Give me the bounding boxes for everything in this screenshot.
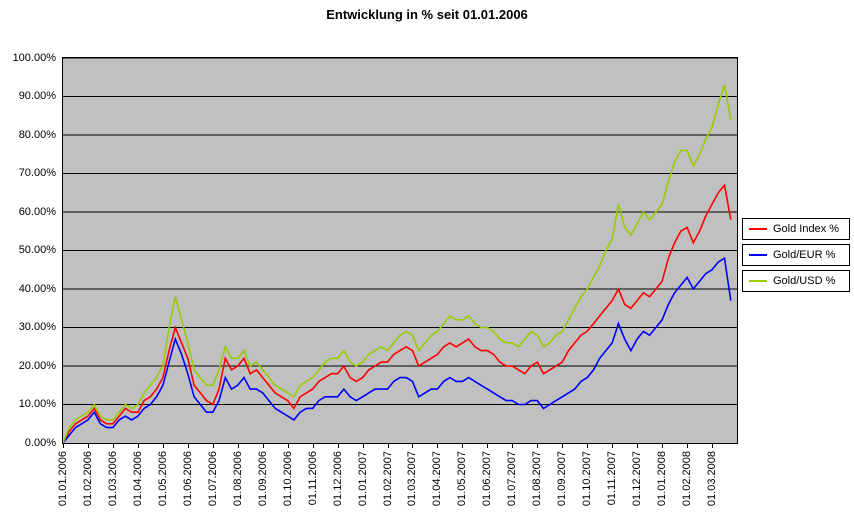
x-tick-label: 01.08.2006 (231, 451, 244, 507)
x-tick-label: 01.05.2006 (156, 451, 169, 507)
x-tick-mark (712, 444, 714, 448)
x-tick-label: 01.05.2007 (456, 451, 469, 507)
plot-area (62, 57, 738, 444)
x-tick-label: 01.04.2006 (131, 451, 144, 507)
legend-label: Gold/USD % (773, 275, 836, 287)
x-tick-mark (687, 444, 689, 448)
y-tick-label: 40.00% (18, 282, 56, 295)
x-tick-label: 01.03.2008 (706, 451, 719, 507)
legend-label: Gold/EUR % (773, 249, 836, 261)
x-tick-mark (662, 444, 664, 448)
x-tick-label: 01.10.2007 (581, 451, 594, 507)
x-tick-mark (612, 444, 614, 448)
x-tick-mark (387, 444, 389, 448)
series-line-gold-index (63, 183, 732, 443)
x-tick-mark (362, 444, 364, 448)
x-tick-mark (137, 444, 139, 448)
legend-entry: Gold Index % (742, 218, 850, 240)
legend-marker (749, 228, 767, 230)
x-tick-mark (162, 444, 164, 448)
x-tick-mark (437, 444, 439, 448)
x-tick-label: 01.02.2007 (381, 451, 394, 507)
x-tick-label: 01.02.2006 (81, 451, 94, 507)
x-tick-mark (587, 444, 589, 448)
x-tick-mark (512, 444, 514, 448)
series-line-gold-eur (63, 256, 732, 443)
x-tick-label: 01.01.2006 (57, 451, 69, 507)
legend-entry: Gold/USD % (742, 270, 850, 292)
x-tick-mark (337, 444, 339, 448)
y-tick-label: 10.00% (18, 398, 56, 410)
y-tick-label: 70.00% (18, 167, 56, 179)
x-tick-mark (562, 444, 564, 448)
x-tick-label: 01.12.2007 (631, 451, 644, 507)
x-tick-mark (637, 444, 639, 448)
x-tick-label: 01.06.2006 (181, 451, 194, 507)
x-tick-mark (287, 444, 289, 448)
x-tick-mark (187, 444, 189, 448)
x-tick-label: 01.03.2006 (106, 451, 119, 507)
x-tick-mark (63, 444, 64, 448)
x-tick-label: 01.01.2007 (356, 451, 369, 507)
x-tick-label: 01.09.2006 (256, 451, 269, 507)
x-tick-mark (112, 444, 114, 448)
y-tick-label: 60.00% (18, 205, 56, 218)
x-tick-label: 01.10.2006 (281, 451, 294, 507)
x-tick-mark (537, 444, 539, 448)
x-tick-label: 01.06.2007 (481, 451, 494, 507)
x-tick-label: 01.11.2007 (606, 451, 619, 506)
x-tick-mark (212, 444, 214, 448)
series-line-gold-usd (63, 84, 732, 443)
x-tick-mark (312, 444, 314, 448)
y-tick-label: 30.00% (18, 321, 56, 333)
x-tick-label: 01.03.2007 (406, 451, 419, 507)
x-tick-mark (87, 444, 89, 448)
chart-title: Entwicklung in % seit 01.01.2006 (326, 7, 528, 22)
y-tick-label: 20.00% (18, 359, 56, 372)
y-tick-label: 50.00% (18, 244, 56, 256)
x-tick-label: 01.08.2007 (531, 451, 544, 507)
x-tick-label: 01.04.2007 (431, 451, 444, 507)
x-tick-label: 01.02.2008 (681, 451, 694, 507)
y-tick-label: 90.00% (18, 90, 56, 102)
y-tick-label: 0.00% (24, 436, 56, 449)
legend-label: Gold Index % (773, 223, 840, 235)
x-tick-mark (412, 444, 414, 448)
x-tick-mark (262, 444, 264, 448)
x-tick-label: 01.09.2007 (556, 451, 569, 507)
y-tick-label: 100.00% (12, 51, 56, 64)
x-tick-label: 01.01.2008 (656, 451, 669, 507)
legend-marker (749, 280, 767, 282)
x-tick-label: 01.07.2007 (506, 451, 519, 507)
x-tick-label: 01.12.2006 (331, 451, 344, 507)
y-tick-label: 80.00% (18, 128, 56, 141)
x-tick-mark (237, 444, 239, 448)
legend-marker (749, 254, 767, 256)
x-tick-mark (462, 444, 464, 448)
legend-entry: Gold/EUR % (742, 244, 850, 266)
legend: Gold Index % Gold/EUR % Gold/USD % (742, 218, 850, 292)
x-tick-mark (487, 444, 489, 448)
x-tick-label: 01.11.2006 (306, 451, 319, 506)
plot-canvas (63, 58, 737, 443)
x-tick-label: 01.07.2006 (206, 451, 219, 507)
